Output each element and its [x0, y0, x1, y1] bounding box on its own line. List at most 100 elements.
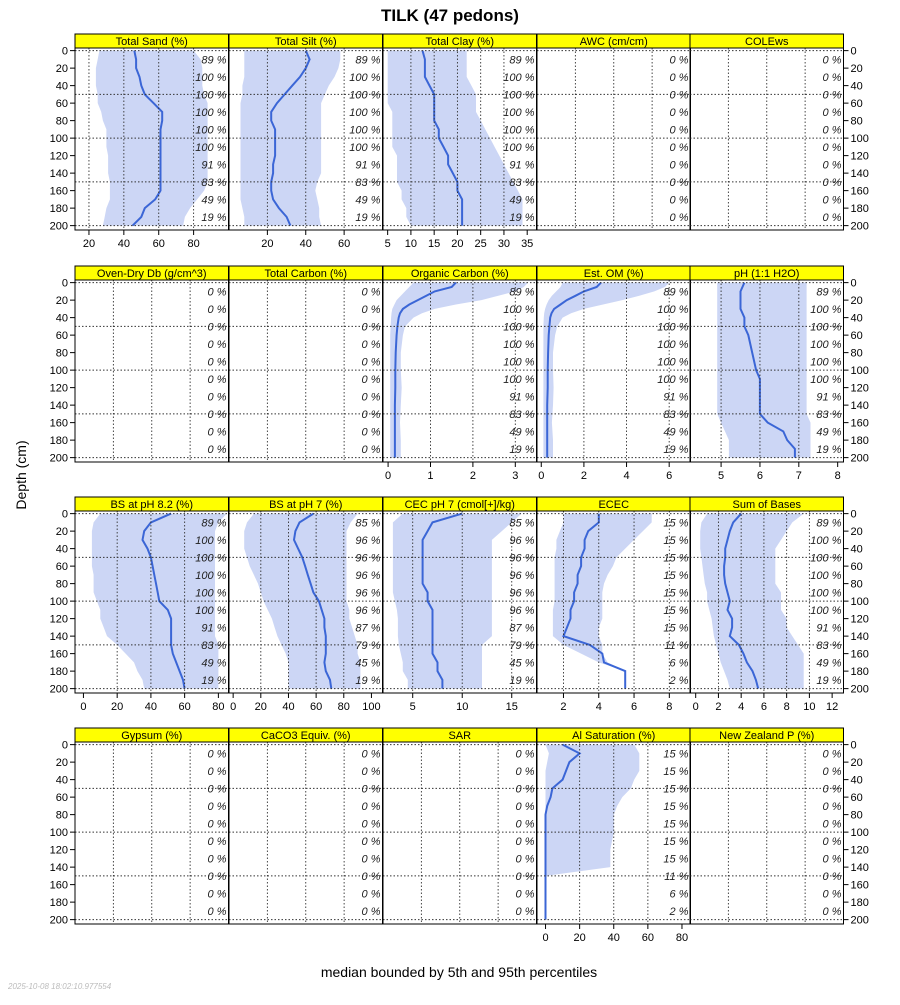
- x-tick-label: 60: [153, 238, 165, 250]
- percent-label: 0 %: [208, 391, 227, 403]
- percentile-band: [390, 282, 528, 458]
- percent-label: 83 %: [816, 640, 841, 652]
- percent-label: 2 %: [669, 906, 689, 918]
- percent-label: 19 %: [355, 675, 380, 687]
- depth-tick-label-right: 0: [851, 46, 857, 58]
- x-tick-label: 20: [111, 701, 123, 713]
- percent-label: 15 %: [663, 622, 688, 634]
- panel: Al Saturation (%) 15 % 15 % 15 % 15 % 15 % 15 …: [536, 727, 691, 944]
- depth-tick-label-right: 60: [851, 792, 863, 804]
- panel: BS at pH 8.2 (%) 89 % 100 % 100 % 100 % 100 %…: [74, 496, 229, 713]
- depth-tick-label-left: 80: [56, 579, 68, 591]
- percent-label: 49 %: [201, 657, 226, 669]
- depth-tick-label-right: 80: [851, 810, 863, 822]
- x-tick-label: 1: [427, 470, 433, 482]
- percent-label: 0 %: [823, 906, 842, 918]
- percent-label: 100 %: [810, 374, 841, 386]
- percent-label: 0 %: [823, 748, 842, 760]
- depth-tick-label-left: 140: [50, 168, 68, 180]
- percent-label: 19 %: [663, 444, 688, 456]
- percent-label: 0 %: [208, 444, 227, 456]
- percent-label: 0 %: [362, 748, 381, 760]
- percent-label: 0 %: [823, 801, 842, 813]
- x-tick-label: 80: [676, 932, 688, 944]
- x-tick-label: 15: [506, 701, 518, 713]
- percent-label: 15 %: [663, 783, 688, 795]
- percent-label: 87 %: [509, 622, 534, 634]
- panel: ECEC 15 % 15 % 15 % 15 % 15 % 15 % 15 % 11 % 6 % 2…: [536, 496, 691, 713]
- depth-tick-label-right: 120: [851, 614, 869, 626]
- percent-label: 91 %: [509, 159, 534, 171]
- percent-label: 15 %: [663, 587, 688, 599]
- percent-label: 79 %: [509, 640, 534, 652]
- x-tick-label: 80: [212, 701, 224, 713]
- x-tick-label: 0: [542, 932, 548, 944]
- panel: AWC (cm/cm) 0 % 0 % 0 % 0 % 0 % 0 % 0 % 0 % 0 % 0 …: [536, 33, 691, 231]
- x-tick-label: 80: [187, 238, 199, 250]
- percent-label: 0 %: [823, 818, 842, 830]
- depth-tick-label-right: 60: [851, 330, 863, 342]
- panel: Organic Carbon (%)89 % 100 % 100 % 100 % 100…: [382, 265, 537, 482]
- x-tick-label: 60: [642, 932, 654, 944]
- percent-label: 15 %: [663, 517, 688, 529]
- panel-strip-label: Total Silt (%): [275, 36, 337, 48]
- percent-label: 91 %: [201, 622, 226, 634]
- percent-label: 100 %: [810, 535, 841, 547]
- depth-tick-label-left: 80: [56, 348, 68, 360]
- percent-label: 0 %: [670, 89, 689, 101]
- depth-tick-label-left: 120: [50, 614, 68, 626]
- depth-tick-label-left: 200: [50, 915, 68, 927]
- panel: Oven-Dry Db (g/cm^3)0 %0 %0 %0 %0 %0 %0 …: [74, 265, 229, 463]
- depth-tick-label-left: 0: [62, 509, 68, 521]
- x-tick-label: 0: [230, 701, 236, 713]
- depth-tick-label-right: 120: [851, 151, 869, 163]
- depth-tick-label-right: 200: [851, 453, 869, 465]
- percent-label: 0 %: [208, 766, 227, 778]
- depth-tick-label-right: 180: [851, 666, 869, 678]
- percent-label: 0 %: [516, 783, 535, 795]
- percent-label: 0 %: [823, 871, 842, 883]
- percent-label: 100 %: [349, 107, 380, 119]
- percent-label: 0 %: [208, 374, 227, 386]
- x-tick-label: 20: [574, 932, 586, 944]
- percent-label: 89 %: [201, 54, 226, 66]
- panel-border: [689, 741, 844, 925]
- depth-tick-label-right: 80: [851, 348, 863, 360]
- percent-label: 87 %: [355, 622, 380, 634]
- percent-label: 100 %: [195, 142, 226, 154]
- percent-label: 0 %: [208, 783, 227, 795]
- panel: New Zealand P (%) 0 % 0 % 0 % 0 % 0 % 0 % 0 % 0 …: [689, 727, 844, 925]
- depth-tick-label-right: 160: [851, 880, 869, 892]
- panels-layer: Total Sand (%)89 %100 %100 %100 %100 %10…: [50, 33, 869, 944]
- panel-strip-label: CEC pH 7 (cmol[+]/kg): [405, 499, 515, 511]
- percent-label: 0 %: [823, 107, 842, 119]
- panel-strip-label: CaCO3 Equiv. (%): [261, 730, 351, 742]
- percent-label: 0 %: [362, 321, 381, 333]
- percent-label: 89 %: [509, 54, 534, 66]
- percent-label: 100 %: [195, 570, 226, 582]
- depth-tick-label-left: 0: [62, 278, 68, 290]
- percent-label: 83 %: [509, 409, 534, 421]
- percent-label: 0 %: [208, 801, 227, 813]
- x-tick-label: 60: [179, 701, 191, 713]
- x-tick-label: 0: [693, 701, 699, 713]
- x-tick-label: 5: [385, 238, 391, 250]
- percent-label: 100 %: [503, 89, 534, 101]
- percent-label: 19 %: [201, 675, 226, 687]
- depth-tick-label-right: 100: [851, 596, 869, 608]
- x-tick-label: 25: [475, 238, 487, 250]
- percent-label: 0 %: [362, 374, 381, 386]
- percent-label: 96 %: [355, 570, 380, 582]
- percent-label: 0 %: [208, 836, 227, 848]
- percent-label: 2 %: [669, 675, 689, 687]
- percent-label: 15 %: [663, 818, 688, 830]
- depth-tick-label-left: 20: [56, 526, 68, 538]
- percent-label: 0 %: [208, 871, 227, 883]
- panel: pH (1:1 H2O) 89 % 100 % 100 % 100 % 100 % 100 …: [689, 265, 844, 482]
- percentile-band: [240, 50, 341, 226]
- percent-label: 83 %: [663, 409, 688, 421]
- depth-tick-label-left: 60: [56, 98, 68, 110]
- percent-label: 89 %: [663, 286, 688, 298]
- depth-tick-label-right: 20: [851, 295, 863, 307]
- depth-tick-label-right: 40: [851, 81, 863, 93]
